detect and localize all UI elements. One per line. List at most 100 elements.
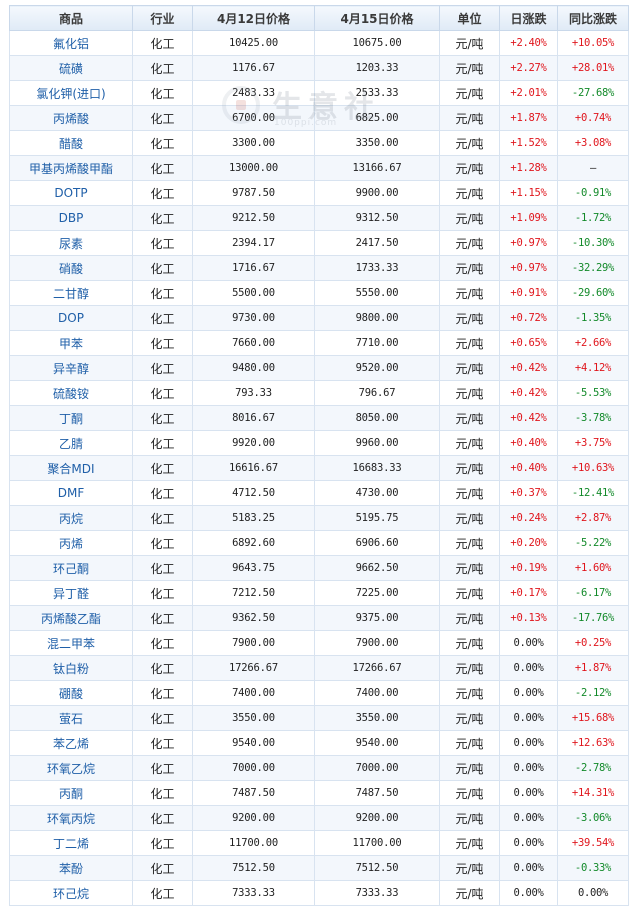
commodity-cell[interactable]: 硫酸铵: [9, 380, 133, 406]
price-apr12-cell: 7400.00: [192, 680, 315, 706]
table-row: 聚合MDI 化工 16616.67 16683.33 元/吨 +0.40% +10.63%: [9, 455, 629, 481]
unit-cell: 元/吨: [439, 505, 500, 531]
daily-change-cell: +0.13%: [499, 605, 558, 631]
unit-cell: 元/吨: [439, 630, 500, 656]
daily-change-cell: +0.24%: [499, 505, 558, 531]
daily-change-cell: 0.00%: [499, 780, 558, 806]
unit-cell: 元/吨: [439, 105, 500, 131]
yoy-change-cell: -6.17%: [557, 580, 629, 606]
yoy-change-cell: -2.12%: [557, 680, 629, 706]
yoy-change-cell: 0.00%: [557, 880, 629, 906]
price-apr12-cell: 7212.50: [192, 580, 315, 606]
header-unit[interactable]: 单位: [439, 5, 500, 31]
price-apr15-cell: 17266.67: [314, 655, 440, 681]
daily-change-cell: +1.52%: [499, 130, 558, 156]
table-row: 硝酸 化工 1716.67 1733.33 元/吨 +0.97% -32.29%: [9, 255, 629, 281]
daily-change-cell: 0.00%: [499, 655, 558, 681]
commodity-cell[interactable]: 苯酚: [9, 855, 133, 881]
commodity-cell[interactable]: 乙腈: [9, 430, 133, 456]
commodity-cell[interactable]: 甲基丙烯酸甲酯: [9, 155, 133, 181]
commodity-cell[interactable]: 甲苯: [9, 330, 133, 356]
unit-cell: 元/吨: [439, 605, 500, 631]
daily-change-cell: 0.00%: [499, 730, 558, 756]
header-price-apr12[interactable]: 4月12日价格: [192, 5, 315, 31]
commodity-cell[interactable]: 环氧丙烷: [9, 805, 133, 831]
price-apr12-cell: 13000.00: [192, 155, 315, 181]
header-yoy-change[interactable]: 同比涨跌: [557, 5, 629, 31]
yoy-change-cell: +10.63%: [557, 455, 629, 481]
industry-cell: 化工: [132, 705, 193, 731]
commodity-cell[interactable]: 钛白粉: [9, 655, 133, 681]
commodity-cell[interactable]: 硝酸: [9, 255, 133, 281]
commodity-cell[interactable]: 丁酮: [9, 405, 133, 431]
price-apr15-cell: 7000.00: [314, 755, 440, 781]
commodity-cell[interactable]: 环氧乙烷: [9, 755, 133, 781]
unit-cell: 元/吨: [439, 705, 500, 731]
daily-change-cell: +0.37%: [499, 480, 558, 506]
daily-change-cell: +0.91%: [499, 280, 558, 306]
commodity-cell[interactable]: 异丁醛: [9, 580, 133, 606]
header-commodity[interactable]: 商品: [9, 5, 133, 31]
table-row: 醋酸 化工 3300.00 3350.00 元/吨 +1.52% +3.08%: [9, 130, 629, 156]
commodity-cell[interactable]: 混二甲苯: [9, 630, 133, 656]
yoy-change-cell: +39.54%: [557, 830, 629, 856]
commodity-cell[interactable]: 环己烷: [9, 880, 133, 906]
industry-cell: 化工: [132, 430, 193, 456]
unit-cell: 元/吨: [439, 355, 500, 381]
industry-cell: 化工: [132, 830, 193, 856]
industry-cell: 化工: [132, 230, 193, 256]
header-daily-change[interactable]: 日涨跌: [499, 5, 558, 31]
industry-cell: 化工: [132, 480, 193, 506]
table-row: 苯酚 化工 7512.50 7512.50 元/吨 0.00% -0.33%: [9, 855, 629, 881]
commodity-cell[interactable]: 氟化铝: [9, 30, 133, 56]
daily-change-cell: +0.19%: [499, 555, 558, 581]
yoy-change-cell: -5.22%: [557, 530, 629, 556]
price-apr15-cell: 2533.33: [314, 80, 440, 106]
price-apr15-cell: 6825.00: [314, 105, 440, 131]
commodity-cell[interactable]: DMF: [9, 480, 133, 506]
commodity-cell[interactable]: 丙酮: [9, 780, 133, 806]
commodity-cell[interactable]: 萤石: [9, 705, 133, 731]
table-row: 二甘醇 化工 5500.00 5550.00 元/吨 +0.91% -29.60%: [9, 280, 629, 306]
yoy-change-cell: +0.74%: [557, 105, 629, 131]
commodity-cell[interactable]: DOTP: [9, 180, 133, 206]
commodity-cell[interactable]: 氯化钾(进口): [9, 80, 133, 106]
commodity-cell[interactable]: 异辛醇: [9, 355, 133, 381]
commodity-cell[interactable]: 二甘醇: [9, 280, 133, 306]
table-row: 丁酮 化工 8016.67 8050.00 元/吨 +0.42% -3.78%: [9, 405, 629, 431]
unit-cell: 元/吨: [439, 880, 500, 906]
yoy-change-cell: +14.31%: [557, 780, 629, 806]
commodity-cell[interactable]: 丙烷: [9, 505, 133, 531]
commodity-cell[interactable]: 苯乙烯: [9, 730, 133, 756]
commodity-cell[interactable]: DOP: [9, 305, 133, 331]
commodity-cell[interactable]: 尿素: [9, 230, 133, 256]
price-apr12-cell: 7660.00: [192, 330, 315, 356]
unit-cell: 元/吨: [439, 830, 500, 856]
header-industry[interactable]: 行业: [132, 5, 193, 31]
price-apr15-cell: 9662.50: [314, 555, 440, 581]
commodity-cell[interactable]: 硫磺: [9, 55, 133, 81]
industry-cell: 化工: [132, 530, 193, 556]
daily-change-cell: +0.17%: [499, 580, 558, 606]
commodity-cell[interactable]: 丙烯: [9, 530, 133, 556]
commodity-cell[interactable]: 丙烯酸乙酯: [9, 605, 133, 631]
table-header: 商品 行业 4月12日价格 4月15日价格 单位 日涨跌 同比涨跌: [9, 5, 629, 31]
commodity-cell[interactable]: 丙烯酸: [9, 105, 133, 131]
price-apr12-cell: 7900.00: [192, 630, 315, 656]
commodity-cell[interactable]: 醋酸: [9, 130, 133, 156]
yoy-change-cell: +12.63%: [557, 730, 629, 756]
yoy-change-cell: -1.35%: [557, 305, 629, 331]
price-apr15-cell: 3550.00: [314, 705, 440, 731]
daily-change-cell: +1.15%: [499, 180, 558, 206]
yoy-change-cell: +2.87%: [557, 505, 629, 531]
commodity-cell[interactable]: 聚合MDI: [9, 455, 133, 481]
commodity-cell[interactable]: 环己酮: [9, 555, 133, 581]
yoy-change-cell: +3.08%: [557, 130, 629, 156]
table-row: 硫磺 化工 1176.67 1203.33 元/吨 +2.27% +28.01%: [9, 55, 629, 81]
daily-change-cell: 0.00%: [499, 680, 558, 706]
commodity-cell[interactable]: 硼酸: [9, 680, 133, 706]
commodity-cell[interactable]: 丁二烯: [9, 830, 133, 856]
commodity-cell[interactable]: DBP: [9, 205, 133, 231]
header-price-apr15[interactable]: 4月15日价格: [314, 5, 440, 31]
price-apr15-cell: 7710.00: [314, 330, 440, 356]
